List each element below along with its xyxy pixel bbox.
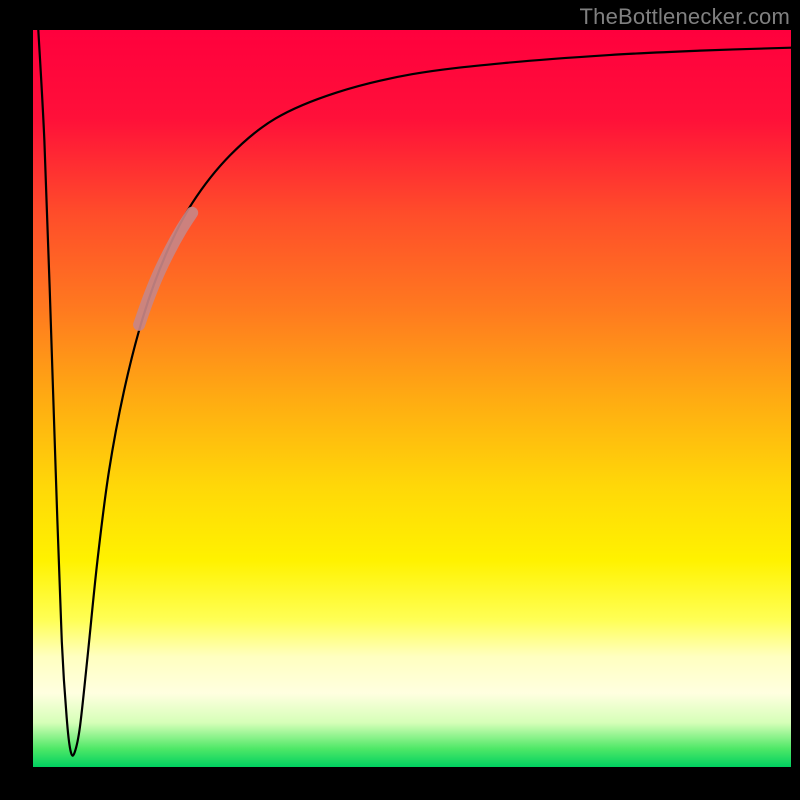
plot-area [33, 30, 791, 767]
chart-container: TheBottlenecker.com [0, 0, 800, 800]
chart-svg [0, 0, 800, 800]
watermark-text: TheBottlenecker.com [580, 4, 790, 30]
